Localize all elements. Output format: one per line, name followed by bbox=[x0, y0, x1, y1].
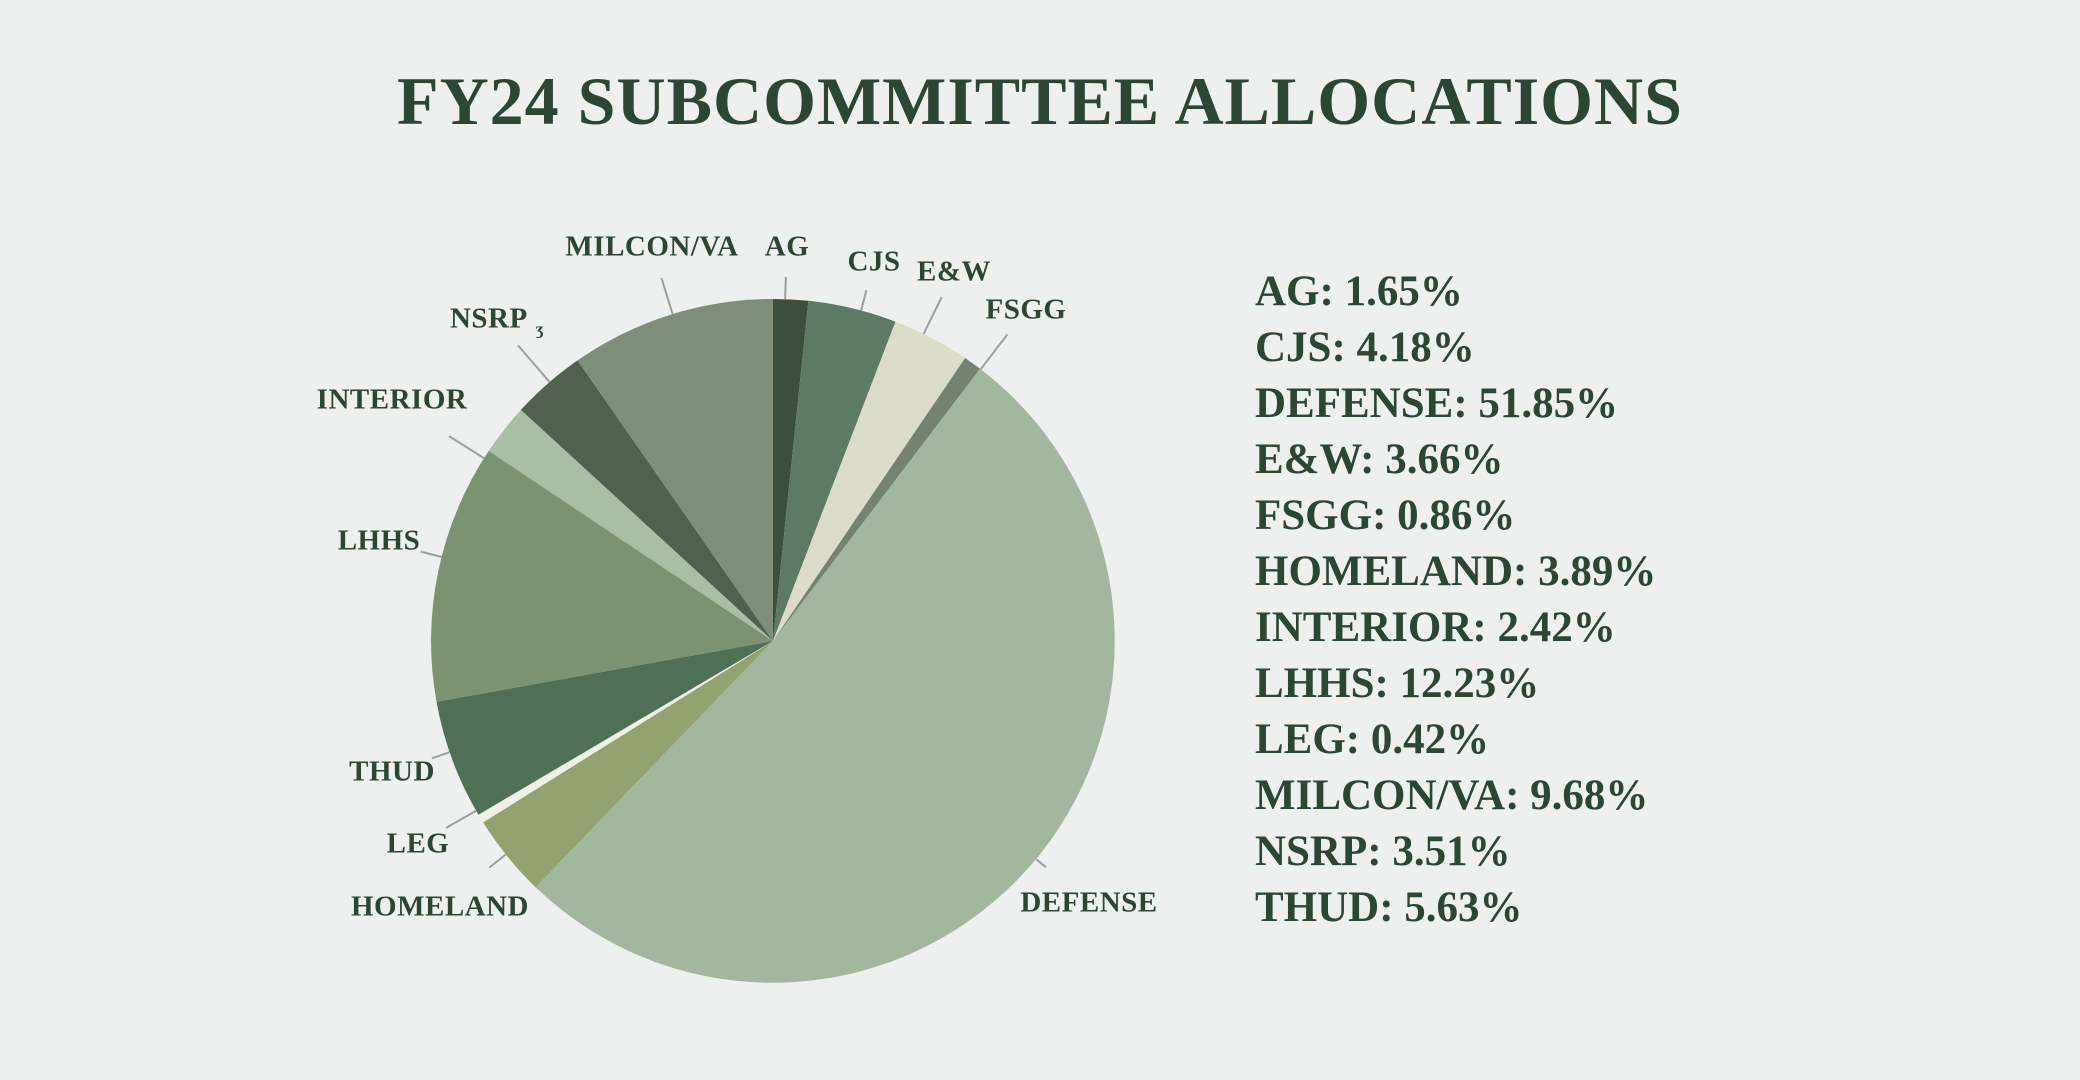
legend-line: CJS: 4.18% bbox=[1255, 324, 1475, 371]
leader-line-leg bbox=[445, 809, 477, 829]
slice-label-thud: THUD bbox=[349, 755, 435, 788]
slice-label-leg: LEG bbox=[386, 827, 450, 860]
slice-label-lhhs: LHHS bbox=[337, 524, 421, 557]
slice-label-cjs: CJS bbox=[847, 245, 901, 278]
legend-line: LEG: 0.42% bbox=[1255, 716, 1490, 763]
legend-line: THUD: 5.63% bbox=[1255, 884, 1523, 931]
pie-slice-e-w bbox=[773, 321, 966, 641]
pie-slice-interior bbox=[488, 409, 773, 641]
slice-label-fsgg: FSGG bbox=[985, 293, 1067, 326]
leader-line-defense bbox=[1035, 858, 1047, 869]
legend-line: MILCON/VA: 9.68% bbox=[1255, 772, 1649, 819]
slice-label-defense: DEFENSE bbox=[1020, 886, 1158, 919]
chart-title: FY24 SUBCOMMITTEE ALLOCATIONS bbox=[397, 63, 1683, 139]
slice-label-mark: ʒ bbox=[535, 319, 545, 339]
legend-line: E&W: 3.66% bbox=[1255, 436, 1504, 483]
pie-slice-nsrp bbox=[520, 360, 773, 641]
leader-line-homeland bbox=[488, 853, 507, 869]
legend-line: LHHS: 12.23% bbox=[1255, 660, 1540, 707]
slice-label-milcon-va: MILCON/VA bbox=[565, 230, 739, 263]
pie-slice-defense bbox=[535, 368, 1115, 983]
legend-line: DEFENSE: 51.85% bbox=[1255, 380, 1619, 427]
slice-label-ag: AG bbox=[764, 230, 810, 263]
legend: AG: 1.65% CJS: 4.18% DEFENSE: 51.85% E&W: 3… bbox=[1255, 264, 1656, 936]
legend-line: INTERIOR: 2.42% bbox=[1255, 604, 1616, 651]
leader-line-fsgg bbox=[979, 333, 1009, 370]
slice-label-e-w: E&W bbox=[917, 255, 991, 288]
pie-slice-milcon-va bbox=[577, 299, 773, 641]
leader-line-ag bbox=[784, 276, 787, 300]
leader-line-milcon-va bbox=[660, 277, 674, 315]
slice-label-nsrp: NSRP ʒ bbox=[449, 302, 545, 339]
leader-line-interior bbox=[448, 435, 485, 460]
legend-line: FSGG: 0.86% bbox=[1255, 492, 1516, 539]
pie-slice-fsgg bbox=[773, 358, 981, 641]
leader-line-lhhs bbox=[420, 550, 442, 558]
leader-line-cjs bbox=[860, 290, 868, 311]
legend-line: NSRP: 3.51% bbox=[1255, 828, 1511, 875]
leader-line-nsrp bbox=[517, 344, 551, 383]
leader-line-e-w bbox=[922, 296, 943, 335]
pie-slice-lhhs bbox=[431, 450, 773, 702]
pie-slice-leg bbox=[478, 641, 773, 823]
legend-line: AG: 1.65% bbox=[1255, 268, 1463, 315]
leader-line-thud bbox=[431, 751, 450, 760]
pie-slice-thud bbox=[436, 641, 773, 815]
pie-slice-ag bbox=[773, 298, 809, 641]
pie-slice-cjs bbox=[773, 300, 896, 641]
legend-line: HOMELAND: 3.89% bbox=[1255, 548, 1657, 595]
slice-label-homeland: HOMELAND bbox=[351, 890, 529, 923]
slice-label-interior: INTERIOR bbox=[316, 383, 468, 416]
pie-slice-homeland bbox=[483, 641, 773, 888]
